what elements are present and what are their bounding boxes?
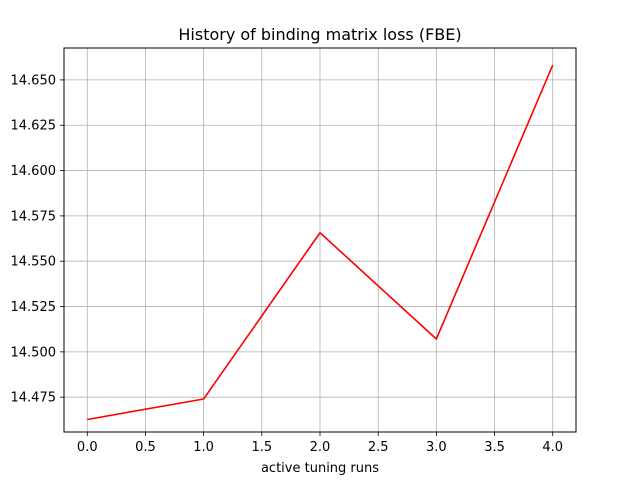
y-tick-label: 14.475 — [11, 391, 57, 406]
y-tick-label: 14.625 — [11, 119, 57, 134]
x-tick-label: 3.5 — [484, 440, 505, 455]
y-tick-label: 14.525 — [11, 300, 57, 315]
grid — [64, 48, 576, 432]
x-tick-label: 2.0 — [310, 440, 331, 455]
y-axis: 14.475 14.500 14.525 14.550 14.575 14.600 14.6… — [11, 73, 64, 406]
chart-title: History of binding matrix loss (FBE) — [178, 25, 461, 44]
x-axis-label: active tuning runs — [261, 461, 379, 476]
x-tick-label: 1.0 — [193, 440, 214, 455]
x-tick-label: 0.5 — [135, 440, 156, 455]
y-tick-label: 14.600 — [11, 164, 57, 179]
y-tick-label: 14.500 — [11, 345, 57, 360]
series-layer — [87, 64, 554, 421]
x-tick-label: 0.0 — [77, 440, 98, 455]
x-axis: 0.0 0.5 1.0 1.5 2.0 2.5 3.0 3.5 4.0 — [77, 432, 563, 455]
y-tick-label: 14.550 — [11, 255, 57, 270]
x-tick-label: 4.0 — [542, 440, 563, 455]
x-tick-label: 3.0 — [426, 440, 447, 455]
y-tick-label: 14.575 — [11, 209, 57, 224]
x-tick-label: 2.5 — [368, 440, 389, 455]
y-tick-label: 14.650 — [11, 73, 57, 88]
x-tick-label: 1.5 — [251, 440, 272, 455]
